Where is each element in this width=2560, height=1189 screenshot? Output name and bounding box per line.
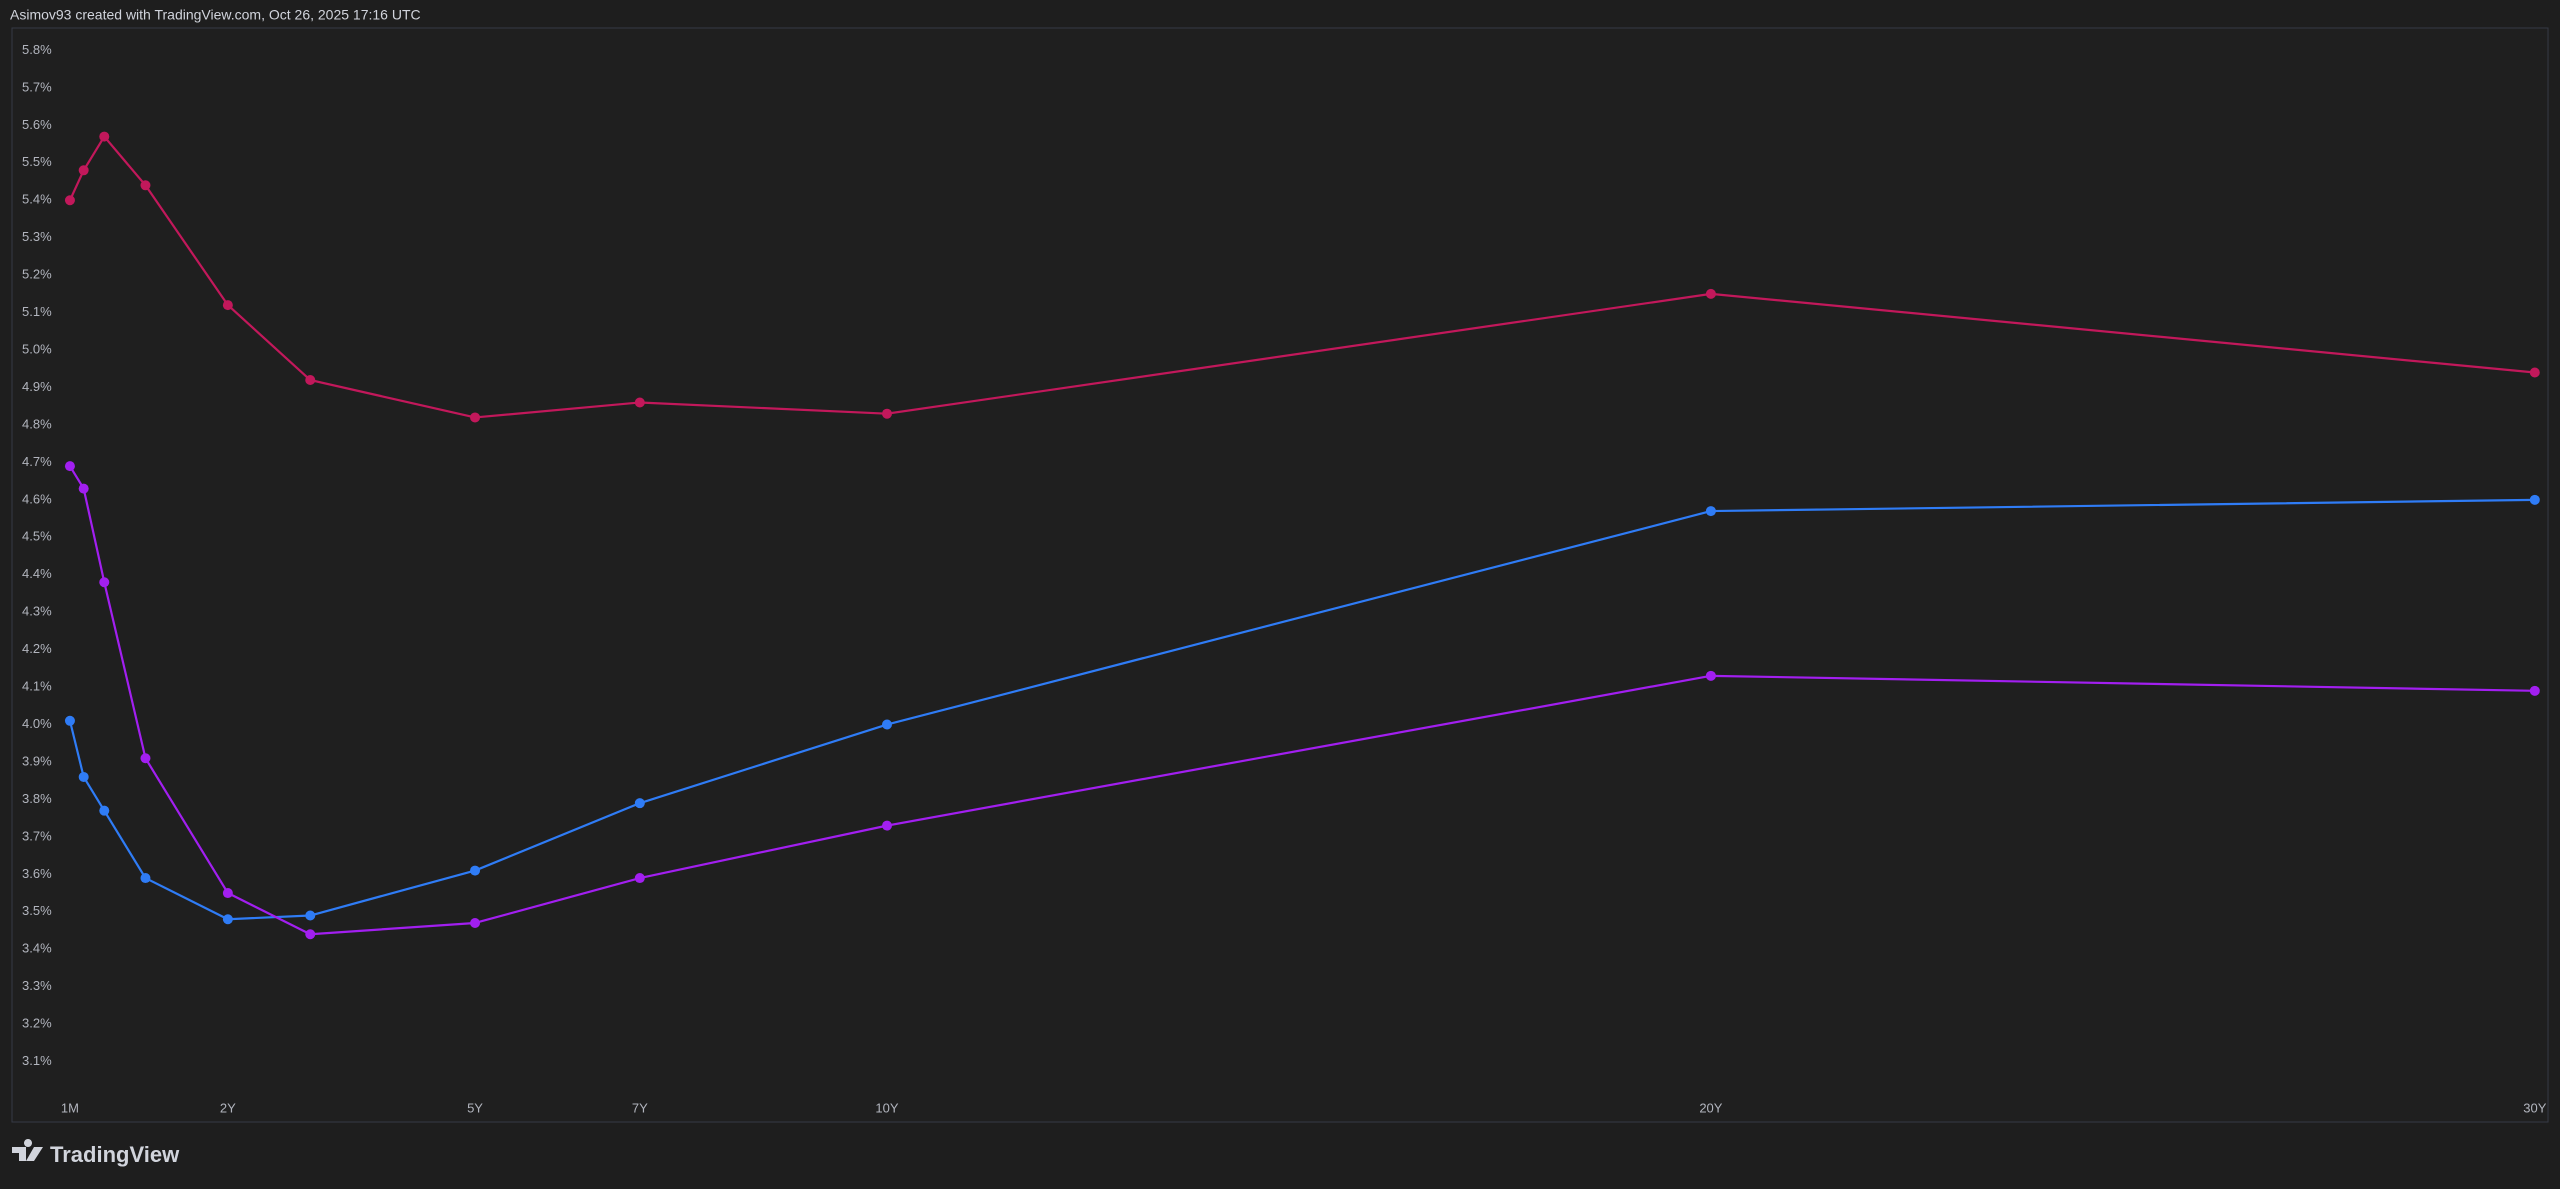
series-point <box>2529 685 2540 696</box>
y-tick-label: 3.5% <box>22 903 52 918</box>
series-point <box>64 195 75 206</box>
y-tick-label: 3.2% <box>22 1016 52 1031</box>
series-point <box>305 929 316 940</box>
x-tick-label: 20Y <box>1699 1100 1722 1115</box>
y-tick-label: 5.6% <box>22 117 52 132</box>
series-point <box>634 798 645 809</box>
series-point <box>99 577 110 588</box>
logo-icon <box>12 1139 43 1161</box>
series-point <box>1705 288 1716 299</box>
x-tick-label: 5Y <box>467 1100 483 1115</box>
series-point <box>2529 494 2540 505</box>
y-tick-label: 4.9% <box>22 379 52 394</box>
series-point <box>140 753 151 764</box>
series-point <box>99 131 110 142</box>
series-point <box>881 408 892 419</box>
y-tick-label: 3.7% <box>22 828 52 843</box>
y-tick-label: 5.5% <box>22 154 52 169</box>
series-point <box>2529 367 2540 378</box>
series-point <box>140 180 151 191</box>
y-tick-label: 3.3% <box>22 978 52 993</box>
y-tick-label: 5.1% <box>22 304 52 319</box>
series-point <box>64 715 75 726</box>
header-text: Asimov93 created with TradingView.com, O… <box>10 7 421 23</box>
y-tick-label: 4.3% <box>22 604 52 619</box>
x-tick-label: 10Y <box>875 1100 898 1115</box>
y-tick-label: 4.0% <box>22 716 52 731</box>
y-tick-label: 3.1% <box>22 1053 52 1068</box>
x-tick-label: 1M <box>61 1100 79 1115</box>
y-tick-label: 3.4% <box>22 941 52 956</box>
series-point <box>305 910 316 921</box>
series-point <box>78 165 89 176</box>
plot-frame <box>11 27 2549 1123</box>
series-point <box>305 375 316 386</box>
brand-logo: TradingView <box>12 1139 180 1167</box>
series-point <box>222 914 233 925</box>
series-point <box>1705 670 1716 681</box>
y-tick-label: 5.8% <box>22 42 52 57</box>
series-point <box>64 461 75 472</box>
y-tick-label: 3.8% <box>22 791 52 806</box>
y-tick-label: 5.7% <box>22 79 52 94</box>
series-point <box>78 771 89 782</box>
y-tick-label: 4.4% <box>22 566 52 581</box>
x-tick-label: 7Y <box>632 1100 648 1115</box>
y-tick-label: 4.7% <box>22 454 52 469</box>
series-point <box>881 719 892 730</box>
y-tick-label: 5.4% <box>22 192 52 207</box>
series-point <box>470 412 481 423</box>
x-tick-label: 30Y <box>2523 1100 2546 1115</box>
y-tick-label: 5.2% <box>22 267 52 282</box>
series-point <box>140 873 151 884</box>
series-point <box>222 300 233 311</box>
y-tick-label: 5.3% <box>22 229 52 244</box>
series-point <box>222 888 233 899</box>
y-tick-label: 4.5% <box>22 529 52 544</box>
series-point <box>470 917 481 928</box>
series-point <box>634 873 645 884</box>
series-point <box>78 483 89 494</box>
y-tick-label: 3.9% <box>22 753 52 768</box>
y-tick-label: 4.2% <box>22 641 52 656</box>
y-tick-label: 4.1% <box>22 679 52 694</box>
series-point <box>881 820 892 831</box>
y-tick-label: 5.0% <box>22 341 52 356</box>
y-tick-label: 4.6% <box>22 491 52 506</box>
y-tick-label: 3.6% <box>22 866 52 881</box>
x-tick-label: 2Y <box>220 1100 236 1115</box>
series-point <box>99 805 110 816</box>
brand-name: TradingView <box>50 1142 180 1167</box>
y-tick-label: 4.8% <box>22 416 52 431</box>
series-point <box>634 397 645 408</box>
series-point <box>1705 506 1716 517</box>
series-point <box>470 865 481 876</box>
